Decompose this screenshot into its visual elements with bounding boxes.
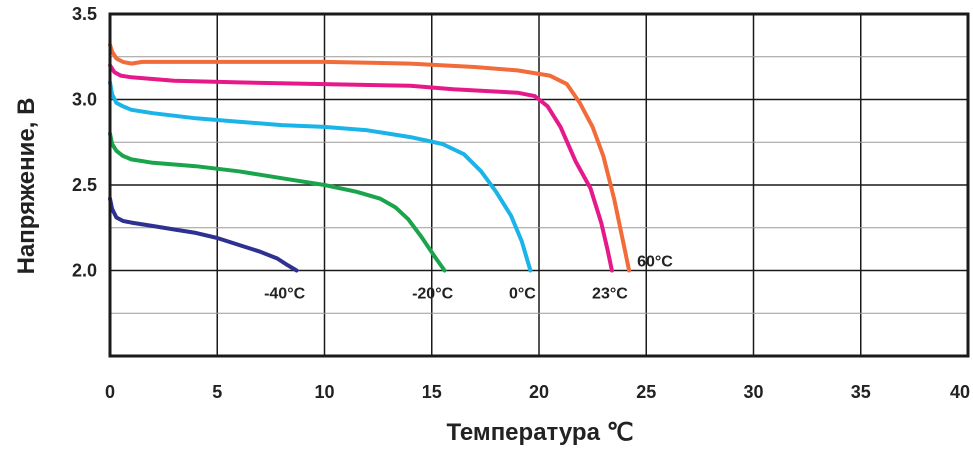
x-axis-title: Температура ℃ — [446, 419, 633, 446]
x-tick-label: 25 — [636, 382, 656, 402]
series-label: 23°C — [592, 286, 628, 303]
x-tick-labels: 0 5 10 15 20 25 30 35 40 — [105, 382, 970, 402]
series-line-0 — [108, 196, 299, 273]
x-tick-label: 15 — [422, 382, 442, 402]
plot-frame — [108, 12, 970, 358]
series-line-1 — [108, 131, 447, 273]
x-tick-label: 5 — [212, 382, 222, 402]
y-tick-label: 2.0 — [72, 261, 97, 281]
series-line-2 — [108, 80, 533, 273]
y-axis-title: Напряжение, В — [13, 98, 40, 275]
x-tick-label: 10 — [314, 382, 334, 402]
x-tick-label: 40 — [950, 382, 970, 402]
series-label: -40°C — [264, 286, 306, 303]
y-tick-label: 3.0 — [72, 90, 97, 110]
y-tick-label: 3.5 — [72, 4, 97, 24]
x-tick-label: 30 — [743, 382, 763, 402]
x-tick-label: 20 — [529, 382, 549, 402]
series-labels: -40°C -20°C 0°C 23°C 60°C — [264, 254, 673, 303]
series-line-3 — [108, 63, 614, 273]
series-group — [108, 42, 632, 273]
series-label: 60°C — [637, 254, 673, 271]
x-tick-label: 35 — [851, 382, 871, 402]
grid — [110, 14, 968, 356]
x-tick-label: 0 — [105, 382, 115, 402]
series-label: 0°C — [509, 286, 536, 303]
y-tick-labels: 2.0 2.5 3.0 3.5 — [72, 4, 97, 281]
series-label: -20°C — [412, 286, 454, 303]
y-tick-label: 2.5 — [72, 175, 97, 195]
series-line-4 — [108, 42, 632, 273]
